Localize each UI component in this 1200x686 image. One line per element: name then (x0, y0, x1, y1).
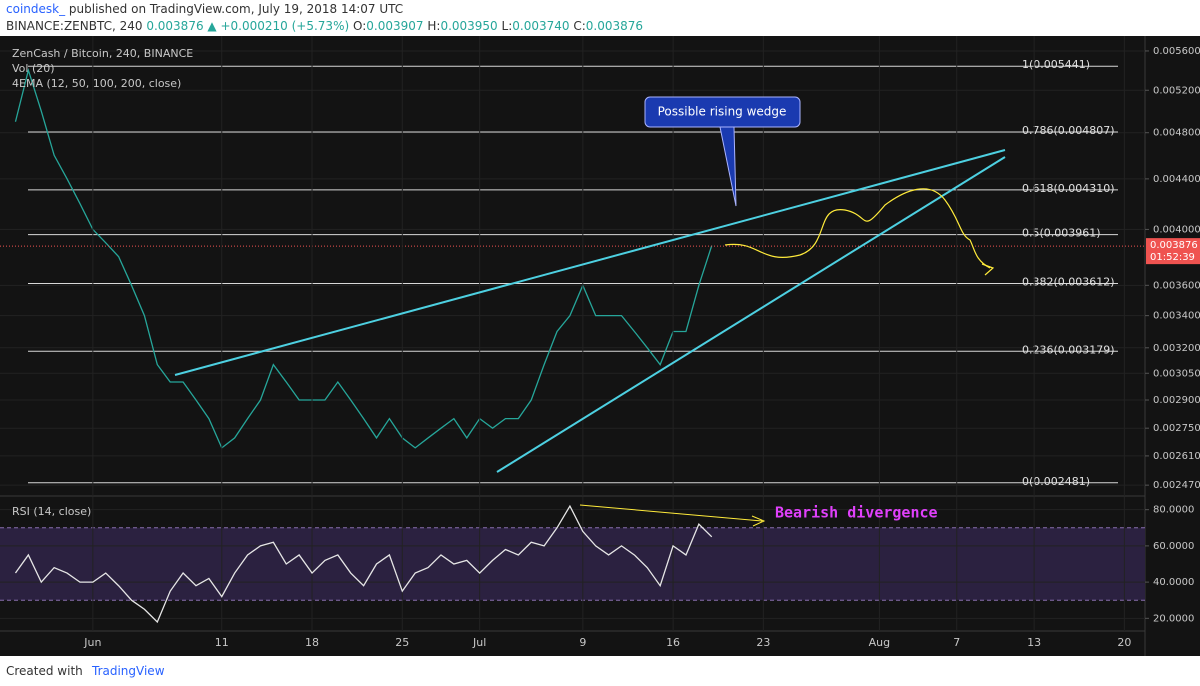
chart: 0.005600 0.005200 0.004800 0.004400 0.004000… (0, 36, 1200, 656)
last-price: 0.003876 (1150, 240, 1198, 251)
x-tick-label: 16 (666, 636, 680, 649)
y-tick-label: 0.003200 (1153, 343, 1200, 354)
y-tick-label: 0.002610 (1153, 451, 1200, 462)
y-tick-label: 0.004800 (1153, 128, 1200, 139)
ohlc-label: C: (573, 19, 586, 33)
y-tick-label: 40.0000 (1153, 577, 1194, 588)
pane-title: ZenCash / Bitcoin, 240, BINANCE (12, 47, 193, 60)
indicator: 4EMA (12, 50, 100, 200, close) (12, 77, 181, 90)
ohlc-label: L: (501, 19, 513, 33)
x-tick-label: 20 (1117, 636, 1131, 649)
fib-label: 0.5(0.003961) (1022, 227, 1101, 240)
y-tick-label: 60.0000 (1153, 541, 1194, 552)
publisher[interactable]: coindesk_ (6, 2, 66, 16)
plot: 0.005600 0.005200 0.004800 0.004400 0.004000… (0, 36, 1200, 649)
y-tick-label: 0.003400 (1153, 311, 1200, 322)
x-tick-label: 25 (395, 636, 409, 649)
projection-arrow (981, 263, 995, 276)
y-tick-label: 0.002470 (1153, 480, 1200, 491)
x-tick-label: 11 (215, 636, 229, 649)
footer: Created with TradingView (0, 656, 1200, 686)
fib-label: 0.236(0.003179) (1022, 343, 1115, 356)
y-tick-label: 0.005600 (1153, 46, 1200, 57)
series-line (14, 67, 713, 449)
divergence-arrow (751, 515, 766, 527)
ohlc-label: O: (352, 19, 367, 33)
ohlc: O:0.003907 H:0.003950 L:0.003740 C:0.003… (353, 19, 643, 33)
y-tick-label: 0.003600 (1153, 280, 1200, 291)
ohlc-label: H: (427, 19, 441, 33)
y-tick-label: 0.002900 (1153, 395, 1200, 406)
x-tick-label: Aug (869, 636, 890, 649)
quote-line: BINANCE:ZENBTC, 240 0.003876 ▲ +0.000210… (6, 19, 643, 33)
last-price-tag (1146, 238, 1200, 265)
x-tick-label: 7 (953, 636, 960, 649)
change: +0.000210 (+5.73%) (220, 19, 350, 33)
y-tick-label: 0.005200 (1153, 85, 1200, 96)
x-tick-label: Jun (83, 636, 101, 649)
x-tick-label: Jul (472, 636, 486, 649)
wedge-upper (174, 149, 1006, 376)
x-tick-label: 9 (579, 636, 586, 649)
ohlc-value: 0.003876 (585, 19, 644, 33)
wedge-lower (496, 156, 1006, 473)
series-line (14, 504, 713, 624)
callout-box (644, 96, 801, 128)
created: Created with (6, 664, 83, 678)
up-icon: ▲ (207, 19, 217, 33)
ohlc-value: 0.003907 (366, 19, 424, 33)
ohlc-value: 0.003950 (440, 19, 498, 33)
fib-label: 0(0.002481) (1022, 475, 1090, 488)
y-tick-label: 0.002750 (1153, 423, 1200, 434)
symbol: BINANCE:ZENBTC, 240 (6, 19, 143, 33)
indicator: Vol (20) (12, 62, 55, 75)
divergence-label: Bearish divergence (775, 504, 938, 522)
y-tick-label: 0.004400 (1153, 174, 1200, 185)
x-tick-label: 23 (756, 636, 770, 649)
x-tick-label: 18 (305, 636, 319, 649)
countdown: 01:52:39 (1150, 252, 1195, 263)
fib-label: 1(0.005441) (1022, 58, 1090, 71)
ohlc-value: 0.003740 (512, 19, 570, 33)
published: published on TradingView.com, July 19, 2… (68, 2, 404, 16)
rsi-band (0, 527, 1145, 601)
divergence-line (579, 504, 763, 522)
pane-title: RSI (14, close) (12, 505, 91, 518)
header: coindesk_ published on TradingView.com, … (0, 0, 1200, 36)
y-tick-label: 80.0000 (1153, 505, 1194, 516)
y-tick-label: 0.004000 (1153, 224, 1200, 235)
fib-label: 0.618(0.004310) (1022, 182, 1115, 195)
x-tick-label: 13 (1027, 636, 1041, 649)
callout-text: Possible rising wedge (658, 105, 787, 119)
y-tick-label: 0.003050 (1153, 368, 1200, 379)
fib-label: 0.382(0.003612) (1022, 276, 1115, 289)
y-tick-label: 20.0000 (1153, 613, 1194, 624)
fib-label: 0.786(0.004807) (1022, 124, 1115, 137)
projection-path (724, 188, 991, 269)
price: 0.003876 (146, 19, 204, 33)
brand[interactable]: TradingView (92, 664, 165, 678)
publish-line: coindesk_ published on TradingView.com, … (6, 2, 403, 16)
